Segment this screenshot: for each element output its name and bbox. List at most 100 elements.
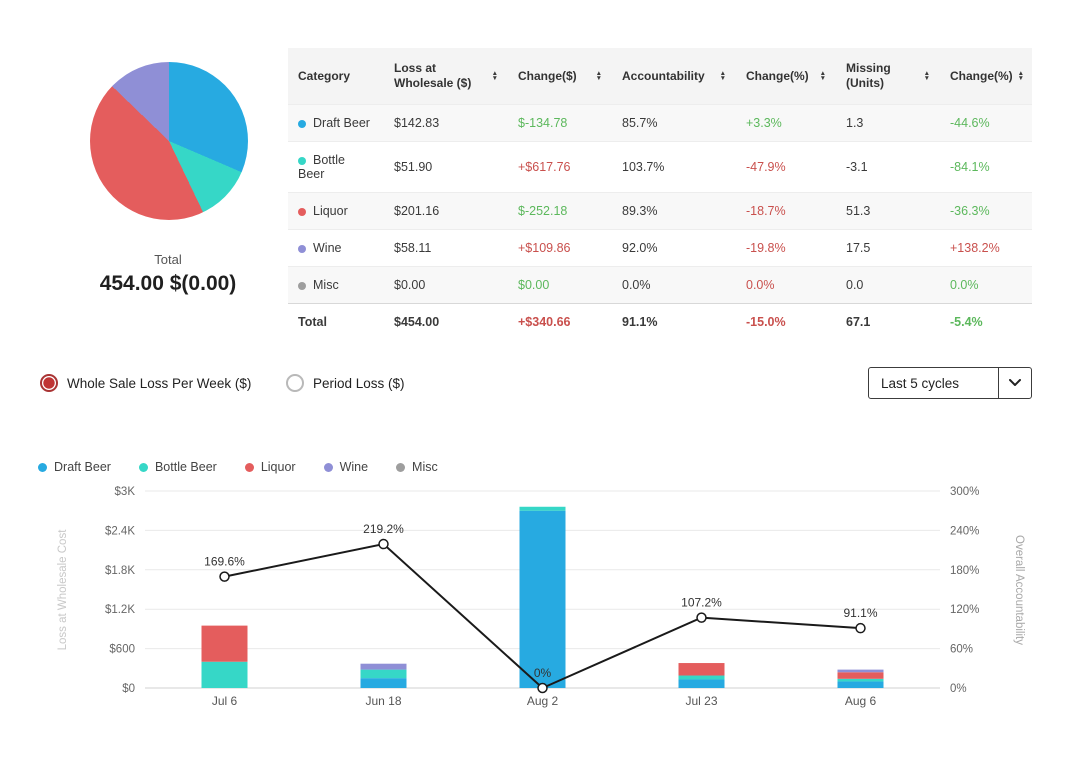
sort-icon[interactable]: ▲ ▼ (595, 70, 602, 82)
line-point-label: 91.1% (843, 606, 877, 620)
pie-total-label: Total (154, 252, 182, 267)
legend-dot-icon (396, 462, 406, 472)
radio-unselected-icon[interactable] (286, 374, 304, 392)
sort-icon[interactable]: ▲ ▼ (819, 70, 826, 82)
column-header-change[interactable]: Change(%) ▲ ▼ (940, 48, 1032, 105)
line-point-label: 219.2% (363, 522, 404, 536)
value-cell: $-134.78 (508, 104, 612, 142)
loss-table-header: Category Loss at Wholesale ($) ▲ ▼ Change($)… (288, 48, 1032, 105)
right-axis-tick: 0% (950, 683, 967, 695)
bar-segment-draft-beer (678, 679, 725, 688)
x-axis-label: Jun 18 (365, 694, 401, 708)
chevron-down-icon[interactable] (999, 379, 1031, 387)
legend-item-bottle-beer[interactable]: Bottle Beer (138, 460, 217, 474)
value-cell: $0.00 (384, 266, 508, 304)
radio-selected-icon[interactable] (40, 374, 58, 392)
line-point-label: 107.2% (681, 596, 722, 610)
bar-segment-bottle-beer (201, 661, 248, 688)
column-header-category: Category (288, 48, 384, 105)
value-cell: $-252.18 (508, 192, 612, 230)
column-header-loss-at-wholesale[interactable]: Loss at Wholesale ($) ▲ ▼ (384, 48, 508, 105)
value-cell: $58.11 (384, 229, 508, 267)
column-label: Change(%) (950, 68, 1013, 83)
radio-label: Whole Sale Loss Per Week ($) (67, 375, 252, 391)
column-header-accountability[interactable]: Accountability ▲ ▼ (612, 48, 736, 105)
legend-dot-icon (38, 462, 47, 472)
value-cell: +$109.86 (508, 229, 612, 267)
pie-total-value: 454.00 $(0.00) (99, 272, 237, 295)
legend-item-draft-beer[interactable]: Draft Beer (38, 460, 111, 474)
legend-item-wine[interactable]: Wine (323, 460, 369, 474)
value-cell: -15.0% (736, 303, 836, 340)
value-cell: 92.0% (612, 229, 736, 267)
category-dot-icon (298, 207, 306, 216)
value-cell: +$340.66 (508, 303, 612, 340)
value-cell: +$617.76 (508, 141, 612, 193)
table-row: Liquor $201.16 $-252.18 89.3% -18.7% 51.3 -36.… (288, 192, 1032, 230)
column-header-change[interactable]: Change($) ▲ ▼ (508, 48, 612, 105)
column-header-missing-units[interactable]: Missing (Units) ▲ ▼ (836, 48, 940, 105)
combo-chart-legend: Draft Beer Bottle Beer Liquor Wine Misc (38, 460, 438, 474)
loss-pie-chart[interactable] (90, 62, 248, 220)
sort-icon[interactable]: ▲ ▼ (719, 70, 726, 82)
value-cell: 1.3 (836, 104, 940, 142)
value-cell: -47.9% (736, 141, 836, 193)
sort-icon[interactable]: ▲ ▼ (1017, 70, 1025, 82)
radio-wholesale-loss-per-week[interactable]: Whole Sale Loss Per Week ($) (40, 374, 251, 392)
line-point-label: 0% (534, 666, 552, 680)
left-axis-title: Loss at Wholesale Cost (57, 529, 69, 651)
line-marker (219, 571, 230, 582)
legend-label: Wine (339, 460, 369, 474)
column-label: Accountability (622, 68, 705, 83)
dropdown-divider (998, 368, 999, 398)
x-axis-label: Aug 6 (845, 694, 877, 708)
bar-segment-draft-beer (360, 678, 407, 688)
bar-segment-draft-beer (519, 510, 566, 688)
category-dot-icon (298, 281, 306, 290)
value-cell: 67.1 (836, 303, 940, 340)
value-cell: -44.6% (940, 104, 1032, 142)
value-cell: 89.3% (612, 192, 736, 230)
column-label: Change($) (518, 68, 577, 83)
legend-label: Misc (412, 460, 438, 474)
bar-segment-wine (837, 669, 884, 673)
dropdown-selected-value: Last 5 cycles (881, 375, 960, 391)
value-cell: 91.1% (612, 303, 736, 340)
left-axis-tick: $3K (115, 486, 136, 498)
value-cell: -5.4% (940, 303, 1032, 340)
legend-item-liquor[interactable]: Liquor (244, 460, 296, 474)
line-point-label: 169.6% (204, 555, 245, 569)
legend-item-misc[interactable]: Misc (396, 460, 438, 474)
cycles-dropdown[interactable]: Last 5 cycles (868, 367, 1032, 399)
bar-segment-bottle-beer (678, 675, 725, 680)
line-marker (855, 622, 866, 634)
radio-period-loss[interactable]: Period Loss ($) (286, 374, 405, 392)
column-label: Missing (Units) (846, 61, 891, 90)
bar-segment-bottle-beer (837, 678, 884, 682)
value-cell: $454.00 (384, 303, 508, 340)
value-cell: $201.16 (384, 192, 508, 230)
category-cell: Wine (288, 229, 384, 267)
line-marker (378, 538, 389, 550)
right-axis-tick: 240% (950, 525, 979, 537)
category-cell: Total (288, 303, 384, 340)
bar-segment-wine (360, 663, 407, 670)
bar-segment-liquor (678, 663, 725, 676)
sort-icon[interactable]: ▲ ▼ (491, 70, 498, 82)
bar-segment-liquor (201, 625, 248, 662)
column-header-change[interactable]: Change(%) ▲ ▼ (736, 48, 836, 105)
category-dot-icon (298, 156, 306, 165)
sort-icon[interactable]: ▲ ▼ (923, 70, 930, 82)
value-cell: 0.0% (940, 266, 1032, 304)
table-row: Misc $0.00 $0.00 0.0% 0.0% 0.0 0.0% (288, 266, 1032, 304)
x-axis-label: Jul 23 (685, 694, 717, 708)
value-cell: -19.8% (736, 229, 836, 267)
bar-segment-draft-beer (837, 681, 884, 688)
category-cell: Misc (288, 266, 384, 304)
legend-label: Draft Beer (54, 460, 111, 474)
left-axis-tick: $2.4K (105, 525, 135, 537)
value-cell: 0.0% (612, 266, 736, 304)
category-cell: Bottle Beer (288, 141, 384, 193)
category-cell: Liquor (288, 192, 384, 230)
value-cell: -36.3% (940, 192, 1032, 230)
